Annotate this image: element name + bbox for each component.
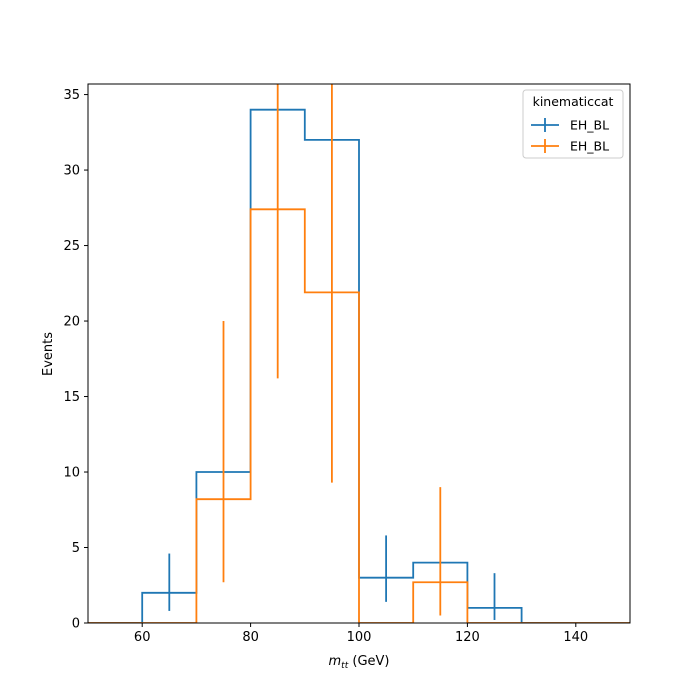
axes-layer: 60 80 100 120 140 0 5 10 15 20 25 30 35 <box>63 83 631 645</box>
x-axis-label: mtt (GeV) <box>329 654 390 671</box>
series-layer <box>88 84 630 623</box>
legend-box <box>522 89 624 159</box>
legend-label-2: EH_BL <box>570 139 609 154</box>
x-axis-label-symbol: m <box>329 654 342 669</box>
y-tick-label: 15 <box>63 390 80 405</box>
x-tick-label: 140 <box>563 630 588 645</box>
x-tick-label: 60 <box>134 630 151 645</box>
series-2-step <box>88 208 630 623</box>
x-tick-label: 80 <box>242 630 259 645</box>
x-axis-label-unit: (GeV) <box>348 654 389 669</box>
y-tick-label: 20 <box>63 315 80 330</box>
legend-title: kinematiccat <box>533 94 614 109</box>
y-tick-label: 35 <box>63 88 80 103</box>
y-tick-label: 10 <box>63 466 80 481</box>
y-tick-label: 0 <box>72 617 80 632</box>
y-tick-label: 25 <box>63 239 80 254</box>
legend-label-1: EH_BL <box>570 118 609 133</box>
y-tick-label: 5 <box>72 541 80 556</box>
y-axis-label: Events <box>41 332 56 376</box>
x-axis-label-subscript: tt <box>341 661 349 671</box>
x-tick-label: 120 <box>455 630 480 645</box>
x-tick-label: 100 <box>347 630 372 645</box>
legend: kinematiccat EH_BL EH_BL <box>522 89 624 159</box>
y-tick-label: 30 <box>63 164 80 179</box>
